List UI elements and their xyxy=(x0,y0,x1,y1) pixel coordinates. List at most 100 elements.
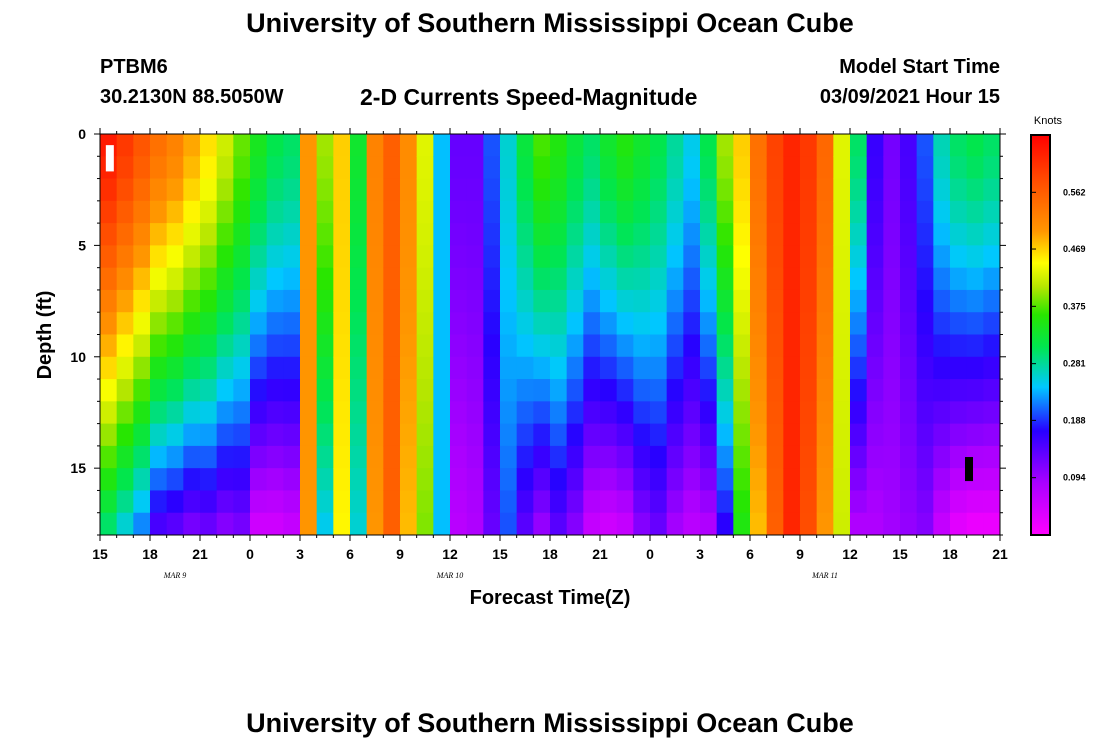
heatmap-cell xyxy=(566,245,584,269)
heatmap-cell xyxy=(816,401,834,425)
heatmap-cell xyxy=(883,423,901,447)
heatmap-cell xyxy=(700,356,718,380)
heatmap-cell xyxy=(133,401,151,425)
heatmap-cell xyxy=(333,178,351,202)
heatmap-cell xyxy=(216,512,234,535)
heatmap-cell xyxy=(350,490,368,514)
heatmap-cell xyxy=(116,468,134,492)
heatmap-cell xyxy=(550,512,568,535)
heatmap-cell xyxy=(483,356,501,380)
heatmap-cell xyxy=(250,468,268,492)
heatmap-cell xyxy=(166,312,184,336)
heatmap-cell xyxy=(616,156,634,180)
heatmap-cell xyxy=(683,490,701,514)
heatmap-cell xyxy=(550,156,568,180)
heatmap-cell xyxy=(516,200,534,224)
heatmap-cell xyxy=(766,423,784,447)
heatmap-cell xyxy=(150,289,168,313)
heatmap-cell xyxy=(916,267,934,291)
heatmap-cell xyxy=(916,445,934,469)
heatmap-cell xyxy=(133,245,151,269)
heatmap-cell xyxy=(566,134,584,157)
heatmap-cell xyxy=(466,312,484,336)
heatmap-cell xyxy=(983,401,1000,425)
heatmap-cell xyxy=(766,445,784,469)
heatmap-cell xyxy=(216,379,234,402)
heatmap-cell xyxy=(733,245,751,269)
heatmap-cell xyxy=(616,468,634,492)
heatmap-cell xyxy=(800,468,818,492)
heatmap-cell xyxy=(650,289,668,313)
heatmap-cell xyxy=(416,200,434,224)
heatmap-cell xyxy=(983,423,1000,447)
heatmap-cell xyxy=(633,312,651,336)
heatmap-cell xyxy=(716,134,734,157)
heatmap-cell xyxy=(300,156,318,180)
heatmap-cell xyxy=(950,156,968,180)
heatmap-cell xyxy=(483,289,501,313)
heatmap-cell xyxy=(100,356,118,380)
heatmap-cell xyxy=(616,401,634,425)
heatmap-cell xyxy=(166,490,184,514)
heatmap-cell xyxy=(900,223,918,246)
heatmap-cell xyxy=(116,379,134,402)
x-tick-label: 18 xyxy=(142,546,158,562)
heatmap-cell xyxy=(900,445,918,469)
heatmap-cell xyxy=(150,200,168,224)
heatmap-cell xyxy=(583,401,601,425)
heatmap-cell xyxy=(250,401,268,425)
heatmap-cell xyxy=(266,445,284,469)
heatmap-cell xyxy=(600,401,618,425)
heatmap-cell xyxy=(716,379,734,402)
heatmap-cell xyxy=(566,223,584,246)
heatmap-cell xyxy=(616,423,634,447)
heatmap-cell xyxy=(950,401,968,425)
heatmap-cell xyxy=(183,334,201,358)
heatmap-cell xyxy=(283,401,301,425)
heatmap-cell xyxy=(350,356,368,380)
date-label: MAR 9 xyxy=(163,571,186,580)
heatmap-cell xyxy=(650,245,668,269)
heatmap-cell xyxy=(116,445,134,469)
heatmap-cell xyxy=(233,512,251,535)
heatmap-cell xyxy=(516,134,534,157)
heatmap-cell xyxy=(150,379,168,402)
heatmap-cell xyxy=(150,178,168,202)
heatmap-cell xyxy=(833,267,851,291)
heatmap-cell xyxy=(616,445,634,469)
x-tick-label: 3 xyxy=(296,546,304,562)
heatmap-cell xyxy=(300,401,318,425)
heatmap-cell xyxy=(816,468,834,492)
heatmap-cell xyxy=(300,312,318,336)
heatmap-cell xyxy=(216,156,234,180)
heatmap-cell xyxy=(466,512,484,535)
heatmap-cell xyxy=(600,178,618,202)
heatmap-cell xyxy=(516,401,534,425)
heatmap-cell xyxy=(483,267,501,291)
x-tick-label: 15 xyxy=(92,546,108,562)
heatmap-cell xyxy=(433,156,451,180)
heatmap-cell xyxy=(400,245,418,269)
heatmap-cell xyxy=(633,267,651,291)
heatmap-cell xyxy=(316,401,334,425)
heatmap-cell xyxy=(966,267,984,291)
heatmap-cell xyxy=(400,490,418,514)
heatmap-cell xyxy=(383,334,401,358)
heatmap-cell xyxy=(350,289,368,313)
heatmap-cell xyxy=(633,245,651,269)
heatmap-cell xyxy=(150,312,168,336)
heatmap-cell xyxy=(300,379,318,402)
heatmap-cell xyxy=(450,289,468,313)
heatmap-cell xyxy=(833,401,851,425)
heatmap-cell xyxy=(266,423,284,447)
heatmap-cell xyxy=(866,468,884,492)
heatmap-cell xyxy=(583,223,601,246)
heatmap-cell xyxy=(383,223,401,246)
heatmap-cell xyxy=(533,156,551,180)
heatmap-cell xyxy=(116,134,134,157)
heatmap-cell xyxy=(833,490,851,514)
heatmap-cell xyxy=(916,468,934,492)
heatmap-cell xyxy=(750,423,768,447)
heatmap-cell xyxy=(133,134,151,157)
heatmap-cell xyxy=(466,334,484,358)
